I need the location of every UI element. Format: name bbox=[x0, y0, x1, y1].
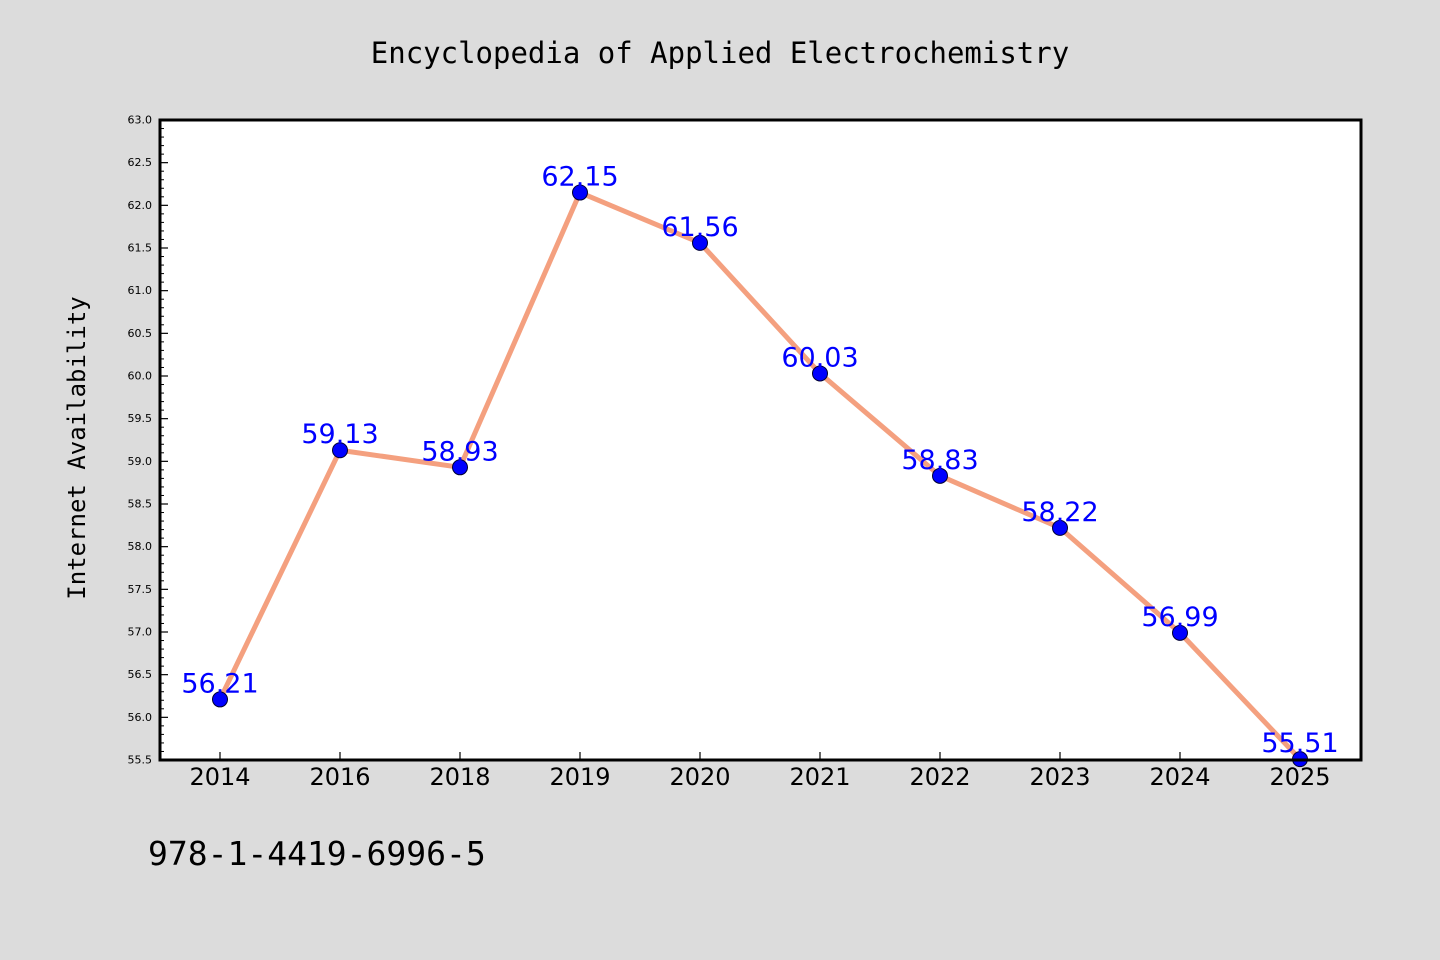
data-label: 56.99 bbox=[1141, 602, 1218, 633]
data-label: 60.03 bbox=[781, 342, 858, 373]
y-tick-label: 56.5 bbox=[128, 668, 153, 681]
y-axis-label: Internet Availability bbox=[63, 296, 91, 599]
data-label: 62.15 bbox=[541, 162, 618, 193]
data-point bbox=[692, 234, 708, 251]
y-tick-label: 55.5 bbox=[128, 754, 153, 767]
data-labels: 56.21 59.13 58.93 62.15 61.56 60.03 58.83 58.22… bbox=[181, 162, 1338, 760]
x-tick-label: 2023 bbox=[1029, 763, 1090, 791]
data-label: 59.13 bbox=[301, 419, 378, 450]
data-point bbox=[1172, 624, 1188, 641]
y-tick-label: 58.5 bbox=[128, 498, 153, 511]
y-tick-label: 61.0 bbox=[128, 284, 153, 297]
x-tick-label: 2024 bbox=[1149, 763, 1210, 791]
y-tick-label: 58.0 bbox=[128, 540, 153, 553]
x-tick-label: 2016 bbox=[309, 763, 370, 791]
x-tick-label: 2021 bbox=[789, 763, 850, 791]
data-label: 55.51 bbox=[1261, 728, 1338, 759]
y-tick-label: 56.0 bbox=[128, 711, 153, 724]
y-tick-label: 63.0 bbox=[128, 114, 153, 127]
x-tick-label: 2020 bbox=[669, 763, 730, 791]
chart-title: Encyclopedia of Applied Electrochemistry bbox=[371, 36, 1069, 70]
y-tick-label: 60.5 bbox=[128, 327, 153, 340]
y-tick-label: 57.5 bbox=[128, 583, 153, 596]
data-point bbox=[572, 184, 588, 201]
y-tick-label: 61.5 bbox=[128, 242, 153, 255]
footer-text: 978-1-4419-6996-5 bbox=[148, 834, 486, 873]
x-tick-label: 2014 bbox=[189, 763, 250, 791]
data-point bbox=[1052, 519, 1068, 536]
plot-area bbox=[160, 120, 1361, 760]
data-label: 56.21 bbox=[181, 668, 258, 699]
y-tick-label: 62.0 bbox=[128, 199, 153, 212]
y-tick-label: 60.0 bbox=[128, 370, 153, 383]
x-tick-label: 2022 bbox=[909, 763, 970, 791]
y-axis-ticks: 55.5 56.0 56.5 57.0 57.5 58.0 58.5 59.0 59.5 60.0… bbox=[128, 114, 168, 767]
data-label: 58.22 bbox=[1021, 497, 1098, 528]
x-tick-label: 2019 bbox=[549, 763, 610, 791]
x-tick-label: 2018 bbox=[429, 763, 490, 791]
data-point bbox=[212, 691, 228, 708]
data-point bbox=[332, 442, 348, 459]
series-line bbox=[217, 190, 1303, 762]
plot-frame bbox=[158, 118, 1363, 762]
y-tick-label: 62.5 bbox=[128, 156, 153, 169]
y-tick-label: 59.0 bbox=[128, 455, 153, 468]
data-label: 58.83 bbox=[901, 445, 978, 476]
y-tick-label: 59.5 bbox=[128, 412, 153, 425]
data-point bbox=[812, 365, 828, 382]
data-point bbox=[452, 459, 468, 476]
y-tick-label: 57.0 bbox=[128, 626, 153, 639]
data-label: 61.56 bbox=[661, 212, 738, 243]
data-label: 58.93 bbox=[421, 436, 498, 467]
x-tick-label: 2025 bbox=[1269, 763, 1330, 791]
series-markers bbox=[212, 184, 1308, 768]
data-point bbox=[932, 467, 948, 484]
